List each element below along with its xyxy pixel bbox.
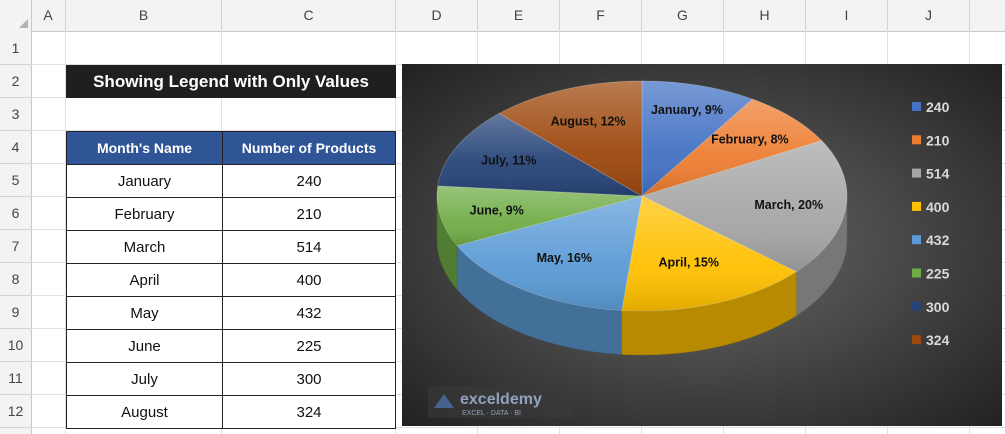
legend-swatch [912,201,921,211]
table-row: January 240 [66,164,396,198]
data-label: April, 15% [659,255,719,269]
cell-value[interactable]: 400 [222,263,396,297]
column-header-h[interactable]: H [724,0,806,31]
cell-value[interactable]: 324 [222,395,396,429]
table-row: February 210 [66,197,396,231]
cell-month[interactable]: July [66,362,223,396]
cell-month[interactable]: May [66,296,223,330]
gridline [395,31,396,434]
cell-value[interactable]: 225 [222,329,396,363]
table-row: March 514 [66,230,396,264]
legend-swatch [912,102,921,111]
table-row: May 432 [66,296,396,330]
legend-entry[interactable]: 240 [926,99,950,115]
sheet-title[interactable]: Showing Legend with Only Values [66,65,396,98]
pie-slice-highlight [621,196,797,311]
column-header-d[interactable]: D [396,0,478,31]
legend-swatch [912,335,921,345]
column-header-i[interactable]: I [806,0,888,31]
pie-slice-highlight [642,140,847,272]
data-label: June, 9% [470,204,524,218]
row-header-2[interactable]: 2 [0,65,31,98]
cell-value[interactable]: 240 [222,164,396,198]
pie-slice-highlight [499,81,642,196]
row-header-5[interactable]: 5 [0,164,31,197]
cell-month[interactable]: January [66,164,223,198]
data-label: January, 9% [651,103,723,117]
data-label: August, 12% [551,114,626,128]
cell-month[interactable]: August [66,395,223,429]
row-header-3[interactable]: 3 [0,98,31,131]
header-month[interactable]: Month's Name [66,131,223,165]
legend-swatch [912,301,921,311]
cell-month[interactable]: June [66,329,223,363]
column-header-f[interactable]: F [560,0,642,31]
legend-entry[interactable]: 400 [926,199,950,215]
data-label: February, 8% [711,132,789,146]
pie-slice-highlight [642,81,753,196]
legend-swatch [912,268,921,278]
row-header-12[interactable]: 12 [0,395,31,428]
cell-value[interactable]: 300 [222,362,396,396]
pie-slice-highlight [437,113,642,196]
row-header-7[interactable]: 7 [0,230,31,263]
data-label: March, 20% [754,198,823,212]
table-header-row: Month's Name Number of Products [66,131,396,165]
gridline [65,31,66,434]
legend-swatch [912,235,921,245]
column-header-b[interactable]: B [66,0,222,31]
row-header-8[interactable]: 8 [0,263,31,296]
logo-tagline: EXCEL · DATA · BI [462,410,521,417]
row-header-4[interactable]: 4 [0,131,31,164]
legend-swatch [912,168,921,178]
column-header-bar: A B C D E F G H I J [0,0,1005,32]
table-row: June 225 [66,329,396,363]
column-header-e[interactable]: E [478,0,560,31]
legend-entry[interactable]: 210 [926,132,950,148]
pie-slice-highlight [642,99,822,196]
column-header-a[interactable]: A [31,0,66,31]
row-header-1[interactable]: 1 [0,31,31,65]
pie-slice-highlight [437,185,642,246]
header-products[interactable]: Number of Products [222,131,396,165]
logo-icon [434,394,454,408]
column-header-j[interactable]: J [888,0,970,31]
legend-entry[interactable]: 324 [926,332,950,348]
table-row: July 300 [66,362,396,396]
cell-value[interactable]: 514 [222,230,396,264]
cell-month[interactable]: February [66,197,223,231]
cell-month[interactable]: April [66,263,223,297]
legend-entry[interactable]: 432 [926,232,950,248]
cell-value[interactable]: 210 [222,197,396,231]
gridline [31,427,1005,428]
row-header-9[interactable]: 9 [0,296,31,329]
legend-swatch [912,135,921,145]
table-row: April 400 [66,263,396,297]
data-label: May, 16% [537,251,592,265]
legend-entry[interactable]: 225 [926,266,950,282]
data-table: Month's Name Number of Products January … [66,131,396,429]
cell-value[interactable]: 432 [222,296,396,330]
column-header-g[interactable]: G [642,0,724,31]
exceldemy-logo: exceldemy EXCEL · DATA · BI [428,386,572,418]
table-row: August 324 [66,395,396,429]
select-all-corner[interactable] [0,0,32,31]
row-header-10[interactable]: 10 [0,329,31,362]
row-header-bar: 1 2 3 4 5 6 7 8 9 10 11 12 [0,31,32,434]
legend-entry[interactable]: 514 [926,166,950,182]
row-header-11[interactable]: 11 [0,362,31,395]
pie-chart[interactable]: January, 9% February, 8% March, 20% April, … [402,64,1002,426]
logo-name: exceldemy [460,391,542,408]
row-header-6[interactable]: 6 [0,197,31,230]
pie-slice-highlight [457,196,642,311]
pie-slice-side [456,244,623,355]
cell-month[interactable]: March [66,230,223,264]
legend-entry[interactable]: 300 [926,299,950,315]
column-header-c[interactable]: C [222,0,396,31]
data-label: July, 11% [481,153,536,167]
